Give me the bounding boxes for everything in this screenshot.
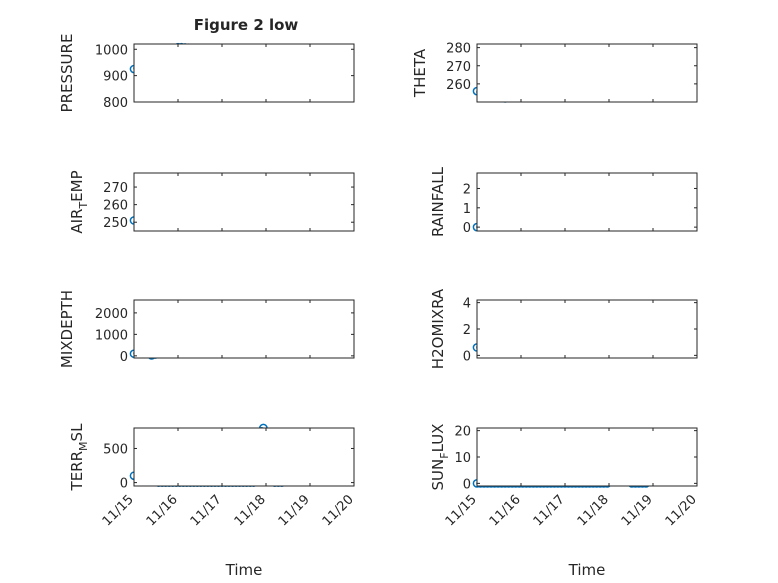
y-tick-label: 2000 xyxy=(95,307,128,322)
y-tick-label: 0 xyxy=(463,349,471,364)
axes-box xyxy=(476,299,698,359)
tick-marks xyxy=(133,300,355,358)
y-tick-label: 260 xyxy=(446,78,471,93)
x-axis-label: Time xyxy=(568,561,606,579)
tick-marks xyxy=(476,173,698,231)
subplot-1: 800 900 1000 PRESSURE xyxy=(58,34,355,113)
axes-box xyxy=(133,427,355,487)
tick-marks xyxy=(133,44,355,103)
subplot-3: 250 260 270 AIRTEMP xyxy=(68,170,355,234)
y-tick-label: 2 xyxy=(463,323,471,338)
y-axis-label: H2OMIXRA xyxy=(429,288,447,369)
subplot-6: 0 2 4 H2OMIXRA xyxy=(429,288,698,369)
y-tick-label: 500 xyxy=(103,442,128,457)
axes-box xyxy=(133,172,355,232)
y-tick-label: 1000 xyxy=(95,328,128,343)
y-tick-label: 1 xyxy=(463,202,471,217)
y-tick-label: 900 xyxy=(103,70,128,85)
axes-box xyxy=(476,427,698,487)
y-tick-label: 0 xyxy=(120,350,128,365)
figure-title: Figure 2 low xyxy=(194,16,299,34)
axes-box xyxy=(476,172,698,232)
y-tick-label: 270 xyxy=(446,60,471,75)
axes-box xyxy=(133,43,355,103)
y-tick-label: 0 xyxy=(120,477,128,492)
tick-marks xyxy=(476,428,698,486)
y-axis-label: AIRTEMP xyxy=(68,170,90,233)
y-tick-label: 0 xyxy=(463,221,471,236)
y-tick-label: 270 xyxy=(103,181,128,196)
y-axis-label: THETA xyxy=(411,48,429,98)
y-tick-label: 260 xyxy=(103,199,128,214)
y-axis-label: TERRMSL xyxy=(68,423,90,492)
y-tick-label: 0 xyxy=(463,477,471,492)
tick-marks xyxy=(476,44,698,102)
y-tick-label: 2 xyxy=(463,182,471,197)
y-tick-label: 4 xyxy=(463,297,471,312)
tick-marks xyxy=(133,173,355,231)
y-axis-label: MIXDEPTH xyxy=(58,290,76,368)
axes-box xyxy=(133,299,355,359)
y-tick-label: 800 xyxy=(103,96,128,111)
subplot-2: 260 270 280 THETA xyxy=(411,42,698,103)
y-tick-label: 10 xyxy=(454,451,471,466)
x-axis-label: Time xyxy=(225,561,263,579)
subplot-5: 0 1000 2000 MIXDEPTH xyxy=(58,290,355,368)
tick-marks xyxy=(476,300,698,358)
y-axis-label: PRESSURE xyxy=(58,34,76,113)
y-tick-label: 250 xyxy=(103,216,128,231)
y-tick-label: 20 xyxy=(454,425,471,440)
y-axis-label: SUNFLUX xyxy=(429,424,451,491)
subplot-4: 0 1 2 RAINFALL xyxy=(429,166,698,237)
y-axis-label: RAINFALL xyxy=(429,166,447,237)
y-tick-label: 280 xyxy=(446,42,471,57)
y-tick-label: 1000 xyxy=(95,43,128,58)
tick-marks xyxy=(133,428,355,486)
axes-box xyxy=(476,43,698,103)
